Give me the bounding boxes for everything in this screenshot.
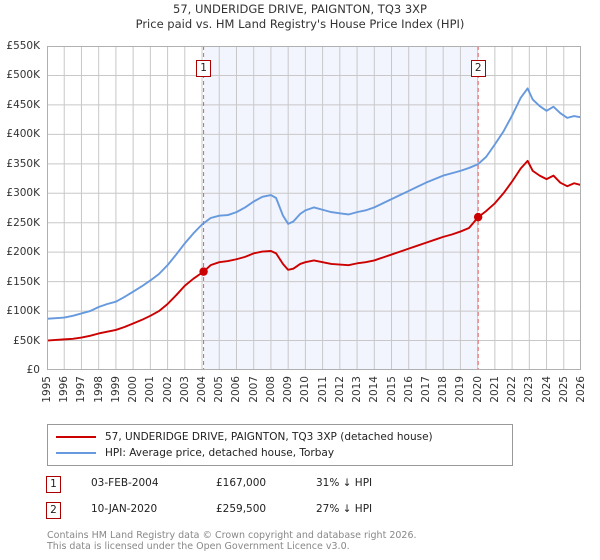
y-axis-labels: £0 £50K £100K £150K £200K £250K £300K £350K £400… (0, 40, 44, 376)
legend-item-property: 57, UNDERIDGE DRIVE, PAIGNTON, TQ3 3XP (… (54, 429, 506, 445)
x-axis-tick-label: 2025 (557, 376, 570, 403)
transaction-marker-badge: 2 (46, 502, 61, 519)
legend-swatch-hpi-icon (56, 452, 96, 454)
x-axis-tick-label: 2007 (247, 376, 260, 403)
x-axis-tick-label: 2020 (471, 376, 484, 403)
x-axis-tick-label: 2016 (402, 376, 415, 403)
page-title: 57, UNDERIDGE DRIVE, PAIGNTON, TQ3 3XP (173, 2, 427, 16)
x-axis-tick-label: 2013 (351, 376, 364, 403)
x-axis-tick-label: 2008 (264, 376, 277, 403)
page-subtitle: Price paid vs. HM Land Registry's House … (135, 17, 465, 31)
table-row[interactable]: 2 10-JAN-2020 £259,500 27% ↓ HPI (46, 500, 476, 526)
x-axis-tick-label: 1998 (92, 376, 105, 403)
x-axis-tick-label: 2006 (230, 376, 243, 403)
x-axis-tick-label: 2026 (575, 376, 587, 403)
legend-label-property: 57, UNDERIDGE DRIVE, PAIGNTON, TQ3 3XP (… (105, 431, 433, 443)
x-axis-tick-label: 1997 (75, 376, 88, 403)
footer-line-2: This data is licensed under the Open Gov… (47, 541, 350, 552)
x-axis-tick-label: 2015 (385, 376, 398, 403)
chart-marker-callout[interactable]: 1 (196, 60, 212, 77)
y-axis-tick-label: £550K (6, 40, 40, 52)
transactions-table: 1 03-FEB-2004 £167,000 31% ↓ HPI 2 10-JA… (46, 474, 476, 526)
x-axis-tick-label: 2024 (540, 376, 553, 403)
transaction-hpi-delta: 27% ↓ HPI (316, 503, 373, 515)
x-axis-tick-label: 1995 (41, 376, 53, 403)
transaction-price: £259,500 (216, 503, 267, 515)
x-axis-tick-label: 2005 (213, 376, 226, 403)
x-axis-tick-label: 2002 (161, 376, 174, 403)
transaction-marker-badge: 1 (46, 476, 61, 493)
footer-attribution: Contains HM Land Registry data © Crown c… (47, 530, 567, 552)
y-axis-tick-label: £400K (6, 128, 40, 141)
x-axis-tick-label: 2021 (488, 376, 501, 403)
y-axis-tick-label: £150K (6, 275, 40, 288)
transaction-hpi-delta: 31% ↓ HPI (316, 477, 373, 489)
transaction-price: £167,000 (216, 477, 267, 489)
legend-label-hpi: HPI: Average price, detached house, Torb… (105, 447, 335, 459)
legend-swatch-property-icon (56, 436, 96, 438)
table-row[interactable]: 1 03-FEB-2004 £167,000 31% ↓ HPI (46, 474, 476, 500)
x-axis-tick-label: 2018 (437, 376, 450, 403)
y-axis-tick-label: £100K (6, 305, 40, 318)
y-axis-tick-label: £50K (13, 334, 40, 347)
x-axis-tick-label: 2011 (316, 376, 329, 403)
x-axis-labels: 1995 1996 1997 1998 1999 2000 2001 2002 2003 2004… (41, 374, 587, 418)
y-axis-tick-label: £300K (6, 187, 40, 200)
x-axis-tick-label: 2023 (523, 376, 536, 403)
y-axis-tick-label: £350K (6, 157, 40, 170)
chart-marker-callout[interactable]: 2 (470, 60, 486, 77)
x-axis-tick-label: 2000 (127, 376, 140, 403)
x-axis-tick-label: 2001 (144, 376, 157, 403)
legend-item-hpi: HPI: Average price, detached house, Torb… (54, 445, 506, 461)
x-axis-tick-label: 2017 (419, 376, 432, 403)
footer-line-1: Contains HM Land Registry data © Crown c… (47, 530, 417, 541)
chart-legend: 57, UNDERIDGE DRIVE, PAIGNTON, TQ3 3XP (… (47, 424, 513, 466)
x-axis-tick-label: 2004 (196, 376, 209, 403)
y-axis-tick-label: £500K (6, 69, 40, 82)
highlight-band (203, 46, 479, 370)
y-axis-tick-label: £0 (26, 364, 40, 376)
transaction-date: 03-FEB-2004 (91, 477, 159, 489)
transaction-date: 10-JAN-2020 (91, 503, 158, 515)
x-axis-tick-label: 2012 (333, 376, 346, 403)
y-axis-tick-label: £250K (6, 216, 40, 229)
x-axis-tick-label: 2003 (178, 376, 191, 403)
x-axis-tick-label: 1996 (58, 376, 71, 403)
x-axis-tick-label: 2009 (282, 376, 295, 403)
chart-gridlines (47, 46, 581, 370)
x-axis-tick-label: 2019 (454, 376, 467, 403)
x-axis-tick-label: 2022 (506, 376, 519, 403)
y-axis-tick-label: £200K (6, 246, 40, 259)
x-axis-tick-label: 2010 (299, 376, 312, 403)
chart-title-block: 57, UNDERIDGE DRIVE, PAIGNTON, TQ3 3XP P… (0, 2, 600, 32)
x-axis-tick-label: 1999 (109, 376, 122, 403)
chart-series-lines (47, 46, 581, 370)
x-axis-tick-label: 2014 (368, 376, 381, 403)
y-axis-tick-label: £450K (6, 98, 40, 111)
